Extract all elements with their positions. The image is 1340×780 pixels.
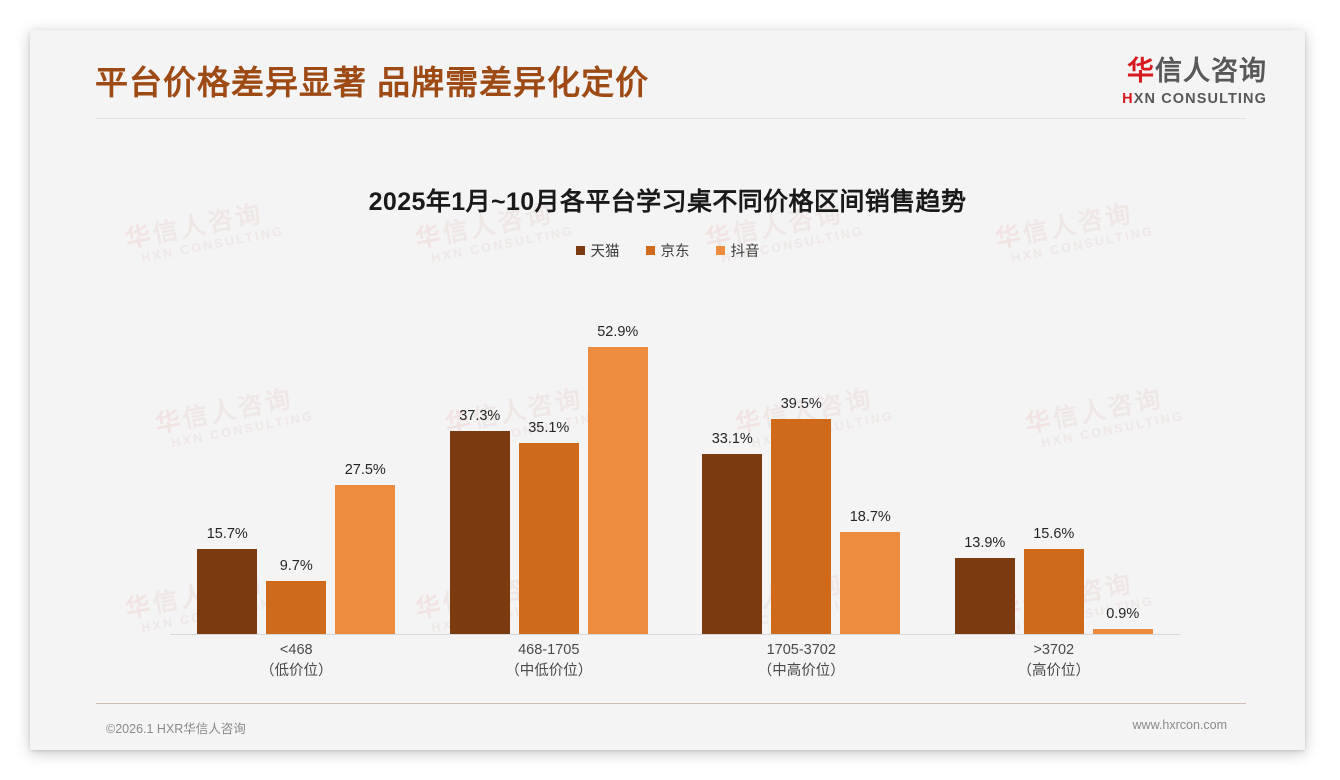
bar-value-label: 15.7%: [206, 525, 248, 542]
slide-canvas: 华信人咨询 HXN CONSULTING 华信人咨询 HXN CONSULTING 华信…: [30, 30, 1305, 750]
x-axis-label-<468: <468 （低价位）: [191, 640, 401, 682]
bar-group-468-1705: 37.3% 35.1% 52.9%: [449, 280, 648, 634]
bar-京东-1705-3702[interactable]: 39.5%: [771, 280, 832, 634]
x-axis-labels: <468 （低价位） 468-1705 （中低价位） 1705-3702 （中高价位） >3…: [170, 640, 1180, 682]
x-axis-line: [170, 634, 1180, 635]
bar-京东-468-1705[interactable]: 35.1%: [518, 280, 579, 634]
slide-header: 平台价格差异显著 品牌需差异化定价 华信人咨询 HXN CONSULTING: [30, 30, 1305, 120]
bar-group-<468: 15.7% 9.7% 27.5%: [197, 280, 396, 634]
x-axis-label-468-1705: 468-1705 （中低价位）: [444, 640, 654, 682]
legend-item-京东[interactable]: 京东: [645, 240, 690, 261]
bar-抖音-468-1705[interactable]: 52.9%: [587, 280, 648, 634]
legend-item-抖音[interactable]: 抖音: [715, 240, 760, 261]
legend-item-天猫[interactable]: 天猫: [575, 240, 620, 261]
footer-divider: [96, 703, 1246, 704]
bar-rect[interactable]: [335, 484, 396, 634]
bar-value-label: 9.7%: [279, 558, 313, 575]
bar-京东->3702[interactable]: 15.6%: [1023, 280, 1084, 634]
company-logo: 华信人咨询 HXN CONSULTING: [1122, 58, 1267, 107]
bar-rect[interactable]: [197, 548, 258, 634]
logo-char-hua: 华: [1127, 56, 1155, 86]
x-axis-label-range: 1705-3702: [766, 642, 836, 658]
legend-label: 京东: [660, 244, 690, 260]
chart-legend: 天猫 京东 抖音: [30, 240, 1305, 261]
footer-copyright: ©2026.1 HXR华信人咨询: [106, 722, 246, 736]
bar-京东-<468[interactable]: 9.7%: [266, 280, 327, 634]
bar-value-label: 13.9%: [964, 535, 1006, 552]
x-axis-label-tier: （中低价位）: [505, 663, 593, 680]
bar-rect[interactable]: [954, 558, 1015, 634]
bar-rect[interactable]: [518, 443, 579, 634]
page-title: 平台价格差异显著 品牌需差异化定价: [95, 64, 650, 101]
legend-swatch-icon: [715, 246, 725, 255]
bar-rect[interactable]: [771, 419, 832, 634]
x-axis-label-range: >3702: [1033, 642, 1075, 658]
chart-plot-area: 15.7% 9.7% 27.5% 37.3% 35.1% 52.9% 33.1% 39.5% 1…: [140, 280, 1200, 635]
x-axis-label-tier: （高价位）: [1017, 663, 1091, 680]
legend-swatch-icon: [645, 246, 655, 255]
bar-天猫-<468[interactable]: 15.7%: [197, 280, 258, 634]
bar-天猫-1705-3702[interactable]: 33.1%: [702, 280, 763, 634]
footer-website[interactable]: www.hxrcon.com: [1132, 718, 1227, 732]
bar-天猫->3702[interactable]: 13.9%: [954, 280, 1015, 634]
chart-title: 2025年1月~10月各平台学习桌不同价格区间销售趋势: [368, 188, 967, 216]
bar-value-label: 39.5%: [780, 396, 822, 413]
logo-chinese-rest: 信人咨询: [1155, 56, 1267, 86]
bar-rect[interactable]: [1023, 549, 1084, 634]
x-axis-label-tier: （中高价位）: [757, 663, 845, 680]
bar-rect[interactable]: [840, 532, 901, 634]
x-axis-label-1705-3702: 1705-3702 （中高价位）: [696, 640, 906, 682]
bar-rect[interactable]: [587, 346, 648, 634]
bar-rect[interactable]: [449, 431, 510, 634]
bar-value-label: 52.9%: [597, 323, 639, 340]
bar-value-label: 15.6%: [1033, 526, 1075, 543]
logo-english-text: HXN CONSULTING: [1122, 92, 1267, 107]
legend-label: 抖音: [730, 244, 760, 260]
bar-rect[interactable]: [1092, 629, 1153, 634]
x-axis-label->3702: >3702 （高价位）: [949, 640, 1159, 682]
bar-抖音->3702[interactable]: 0.9%: [1092, 280, 1153, 634]
bar-group-1705-3702: 33.1% 39.5% 18.7%: [702, 280, 901, 634]
bar-value-label: 35.1%: [528, 420, 570, 437]
header-divider: [96, 118, 1246, 119]
logo-english-rest: XN CONSULTING: [1133, 91, 1267, 107]
bar-value-label: 33.1%: [711, 431, 753, 448]
bar-天猫-468-1705[interactable]: 37.3%: [449, 280, 510, 634]
bar-抖音-<468[interactable]: 27.5%: [335, 280, 396, 634]
bar-value-label: 18.7%: [849, 509, 891, 526]
bar-抖音-1705-3702[interactable]: 18.7%: [840, 280, 901, 634]
legend-swatch-icon: [575, 246, 585, 255]
bar-value-label: 27.5%: [344, 461, 386, 478]
bar-value-label: 0.9%: [1106, 606, 1140, 623]
bar-group->3702: 13.9% 15.6% 0.9%: [954, 280, 1153, 634]
legend-label: 天猫: [590, 244, 620, 260]
logo-chinese-text: 华信人咨询: [1122, 58, 1267, 85]
x-axis-label-range: <468: [279, 642, 313, 658]
bar-groups: 15.7% 9.7% 27.5% 37.3% 35.1% 52.9% 33.1% 39.5% 1…: [170, 280, 1180, 634]
x-axis-label-range: 468-1705: [518, 642, 580, 658]
logo-char-h: H: [1122, 91, 1134, 107]
bar-rect[interactable]: [702, 454, 763, 634]
bar-value-label: 37.3%: [459, 408, 501, 425]
bar-rect[interactable]: [266, 581, 327, 634]
x-axis-label-tier: （低价位）: [260, 663, 333, 680]
